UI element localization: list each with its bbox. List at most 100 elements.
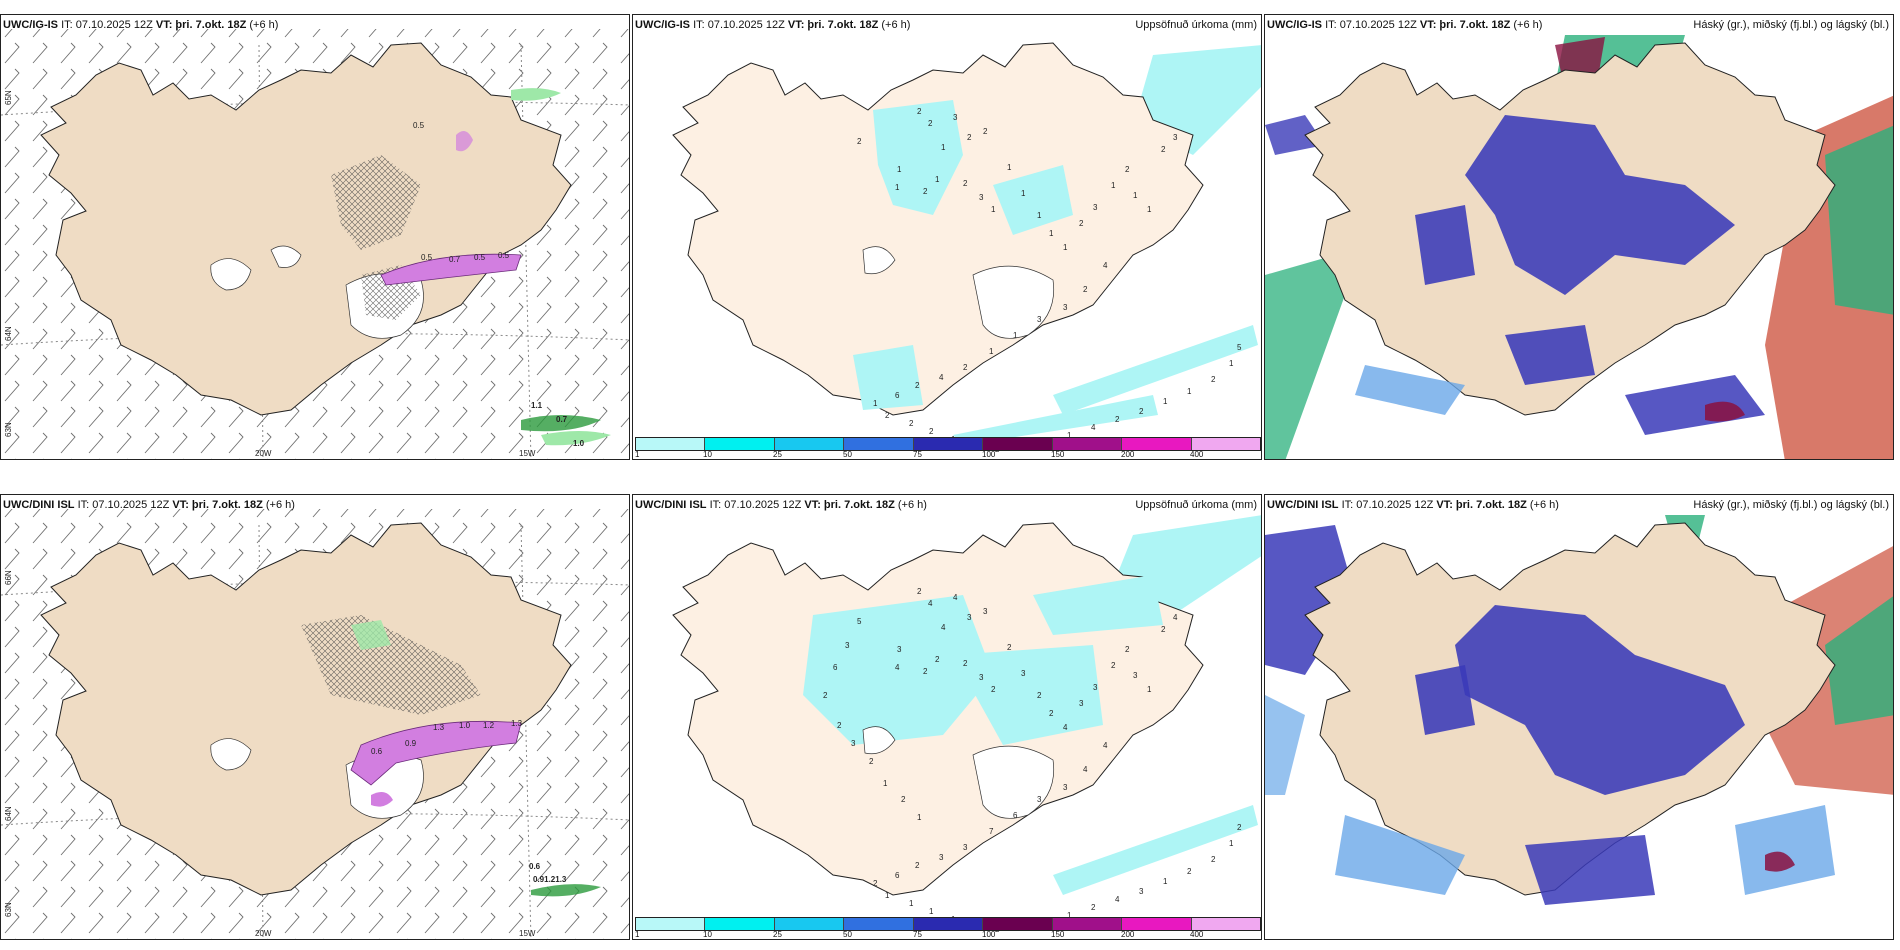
- colorbar-tick: 200: [1121, 930, 1135, 939]
- wind-panel-row2: UWC/DINI ISL IT: 07.10.2025 12Z VT: þri.…: [0, 494, 630, 940]
- wind-value-1: 1.3: [433, 723, 445, 732]
- precip-value: 2: [1139, 407, 1144, 416]
- precip-value: 1: [1147, 205, 1152, 214]
- wind-value-7: 0.7: [556, 415, 568, 424]
- colorbar-ticks: 1 10 25 50 75 100 150 200 400: [633, 450, 1261, 459]
- precip-value: 3: [1021, 669, 1026, 678]
- precip-map: [672, 42, 1261, 445]
- panel-header: UWC/DINI ISL IT: 07.10.2025 12Z VT: þri.…: [635, 499, 927, 511]
- precip-value: 3: [983, 607, 988, 616]
- precip-value: 2: [1187, 867, 1192, 876]
- precip-value: 2: [901, 795, 906, 804]
- precip-value: 3: [897, 645, 902, 654]
- precip-value: 2: [917, 107, 922, 116]
- precip-value: 3: [1063, 303, 1068, 312]
- precip-value: 2: [983, 127, 988, 136]
- precip-value: 2: [1125, 165, 1130, 174]
- colorbar-cells: [635, 917, 1261, 931]
- lat-label-2: 64N: [4, 326, 13, 341]
- precip-value: 3: [1139, 887, 1144, 896]
- precip-value: 3: [979, 673, 984, 682]
- precip-panel-row2: UWC/DINI ISL IT: 07.10.2025 12Z VT: þri.…: [632, 494, 1262, 940]
- colorbar-ticks: 1 10 25 50 75 100 150 200 400: [633, 930, 1261, 939]
- precip-value: 4: [928, 599, 933, 608]
- wind-value-2: 1.0: [459, 721, 471, 730]
- colorbar-cell: [913, 438, 984, 450]
- colorbar-cell: [983, 438, 1053, 450]
- vt-label: VT: þri. 7.okt. 18Z: [1419, 19, 1511, 31]
- precip-value: 2: [1125, 645, 1130, 654]
- colorbar-cell: [774, 438, 845, 450]
- precip-title: Uppsöfnuð úrkoma (mm): [1135, 19, 1257, 31]
- precip-colorbar: 1 10 25 50 75 100 150 200 400: [633, 917, 1261, 939]
- precip-value: 1: [897, 165, 902, 174]
- lat-label-1: 65N: [4, 90, 13, 105]
- colorbar-tick: 75: [913, 930, 922, 939]
- lat-label-3: 63N: [4, 422, 13, 437]
- colorbar-cell: [636, 438, 706, 450]
- precip-value: 2: [1037, 691, 1042, 700]
- precip-value: 1: [935, 175, 940, 184]
- precip-value: 2: [1049, 709, 1054, 718]
- precip-value: 2: [923, 187, 928, 196]
- lon-label-2: 15W: [519, 929, 536, 938]
- panel-header: UWC/IG-IS IT: 07.10.2025 12Z VT: þri. 7.…: [3, 19, 278, 31]
- precip-value: 2: [1115, 415, 1120, 424]
- precip-value: 2: [1237, 823, 1242, 832]
- wind-value-4: 0.5: [498, 251, 510, 260]
- precip-value: 2: [1211, 375, 1216, 384]
- vt-label: VT: þri. 7.okt. 18Z: [787, 19, 879, 31]
- precip-value: 2: [915, 381, 920, 390]
- precip-value: 2: [1091, 903, 1096, 912]
- lead-label: (+6 h): [1529, 499, 1559, 511]
- colorbar-tick: 25: [773, 450, 782, 459]
- vt-label: VT: þri. 7.okt. 18Z: [1436, 499, 1527, 511]
- precip-value: 3: [845, 641, 850, 650]
- precip-value: 4: [1063, 723, 1068, 732]
- precip-title: Uppsöfnuð úrkoma (mm): [1135, 499, 1257, 511]
- colorbar-cell: [1122, 918, 1192, 930]
- precip-value: 2: [1211, 855, 1216, 864]
- precip-value: 4: [939, 373, 944, 382]
- model-name: UWC/DINI ISL: [635, 499, 707, 511]
- colorbar-cell: [983, 918, 1053, 930]
- wind-value-5: 0.9: [405, 739, 417, 748]
- model-name: UWC/IG-IS: [3, 19, 58, 31]
- precip-value: 3: [1079, 699, 1084, 708]
- precip-value: 4: [953, 593, 958, 602]
- colorbar-cells: [635, 437, 1261, 451]
- precip-value: 3: [979, 193, 984, 202]
- lat-label-1: 66N: [4, 570, 13, 585]
- precip-value: 2: [991, 685, 996, 694]
- precip-value: 1: [1063, 243, 1068, 252]
- precip-panel-row1: UWC/IG-IS IT: 07.10.2025 12Z VT: þri. 7.…: [632, 14, 1262, 460]
- precip-value: 1: [883, 779, 888, 788]
- precip-value: 3: [1093, 683, 1098, 692]
- panel-header: UWC/IG-IS IT: 07.10.2025 12Z VT: þri. 7.…: [635, 19, 910, 31]
- wind-value-8: 0.91.21.3: [533, 875, 567, 884]
- lead-label: (+6 h): [249, 19, 279, 31]
- precip-value: 3: [1093, 203, 1098, 212]
- precip-value: 4: [1173, 613, 1178, 622]
- wind-map: [1, 509, 629, 939]
- it-label: IT: 07.10.2025 12Z: [709, 499, 802, 511]
- precip-value: 2: [1161, 625, 1166, 634]
- precip-value: 1: [989, 347, 994, 356]
- wind-value-8: 1.0: [573, 439, 585, 448]
- cloud-panel-row1: UWC/IG-IS IT: 07.10.2025 12Z VT: þri. 7.…: [1264, 14, 1894, 460]
- wind-value-3: 1.2: [483, 721, 495, 730]
- precip-value: 2: [915, 861, 920, 870]
- precip-map: [672, 515, 1261, 896]
- precip-value: 4: [941, 623, 946, 632]
- it-label: IT: 07.10.2025 12Z: [1341, 499, 1434, 511]
- precip-value: 2: [963, 363, 968, 372]
- precip-value: 1: [909, 899, 914, 908]
- lead-label: (+6 h): [881, 19, 911, 31]
- colorbar-cell: [1052, 438, 1123, 450]
- cloud-panel-row2: UWC/DINI ISL IT: 07.10.2025 12Z VT: þri.…: [1264, 494, 1894, 940]
- model-name: UWC/DINI ISL: [1267, 499, 1339, 511]
- wind-value-7: 0.6: [529, 862, 541, 871]
- panel-header: UWC/IG-IS IT: 07.10.2025 12Z VT: þri. 7.…: [1267, 19, 1542, 31]
- colorbar-cell: [705, 918, 775, 930]
- wind-panel-row1: UWC/IG-IS IT: 07.10.2025 12Z VT: þri. 7.…: [0, 14, 630, 460]
